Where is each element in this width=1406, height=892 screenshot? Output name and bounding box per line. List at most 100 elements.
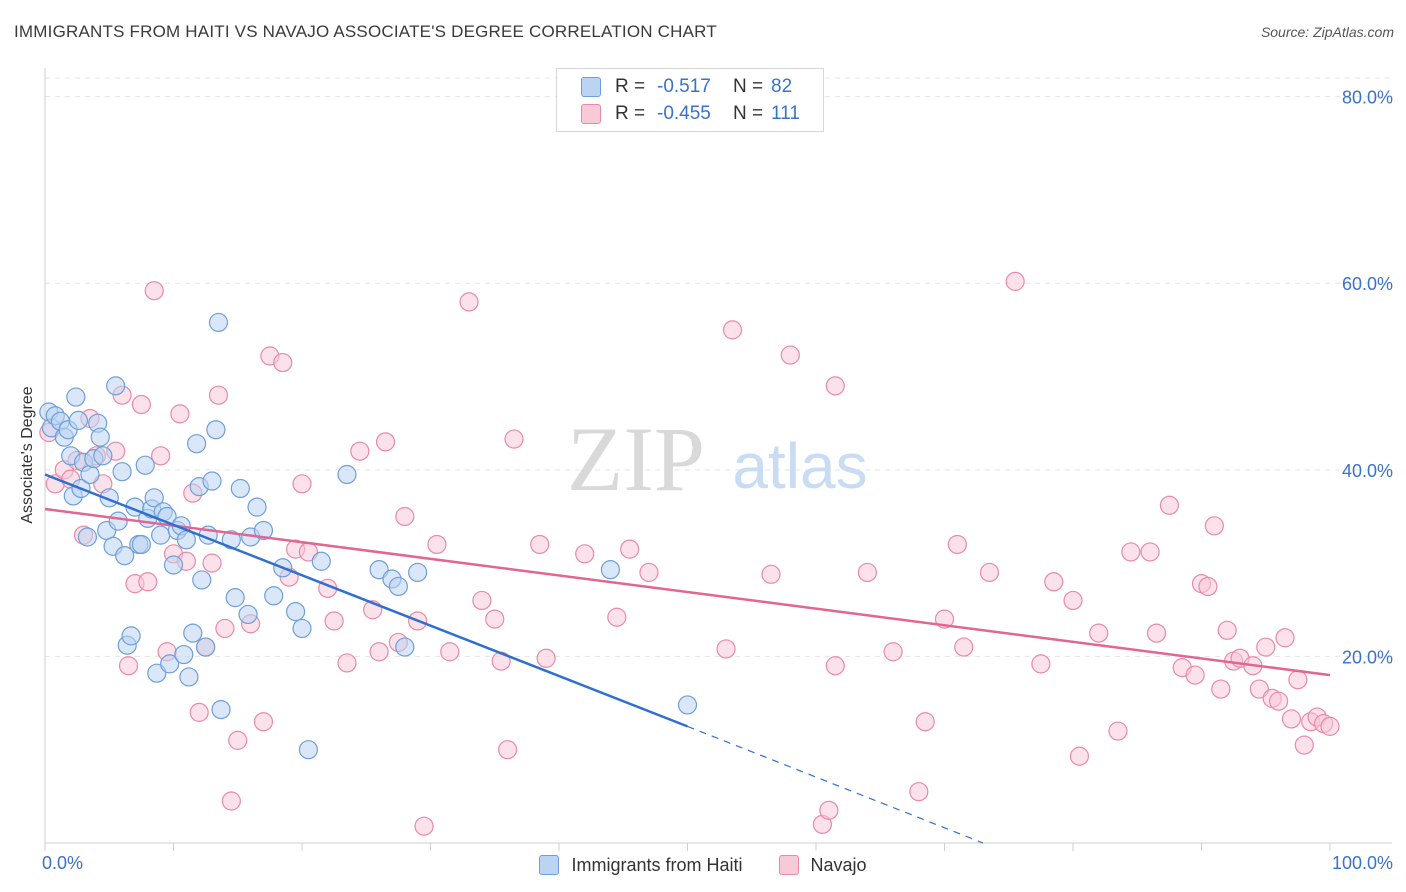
gridlines xyxy=(45,77,1392,657)
navajo-point xyxy=(202,553,222,573)
navajo-swatch xyxy=(581,104,601,124)
navajo-point xyxy=(221,791,241,811)
navajo-point xyxy=(144,281,164,301)
navajo-point xyxy=(215,618,235,639)
navajo-point xyxy=(530,534,550,555)
haiti-point xyxy=(80,464,100,485)
navajo-point xyxy=(427,534,447,555)
navajo-point xyxy=(819,800,839,820)
haiti-point xyxy=(208,312,229,333)
navajo-point xyxy=(485,609,505,629)
x-tick-label: 0.0% xyxy=(42,853,83,873)
navajo-point xyxy=(440,642,460,662)
haiti-point xyxy=(187,434,207,454)
navajo-point xyxy=(1140,542,1160,562)
haiti-point xyxy=(93,446,113,466)
navajo-point xyxy=(395,506,415,527)
y-tick-label: 80.0% xyxy=(1342,88,1393,108)
legend-item-haiti[interactable]: Immigrants from Haiti xyxy=(539,854,743,876)
navajo-legend-swatch xyxy=(778,855,799,875)
navajo-point xyxy=(620,539,640,559)
haiti-point xyxy=(192,570,212,590)
correlation-legend: R = -0.517 N = 82 R = -0.455 N = 111 xyxy=(556,68,824,132)
haiti-point xyxy=(131,534,151,555)
navajo-point xyxy=(375,432,396,452)
haiti-point xyxy=(160,654,180,674)
haiti-point xyxy=(106,376,126,396)
navajo-point xyxy=(138,572,158,592)
haiti-point xyxy=(408,562,428,583)
n-label: N = xyxy=(733,103,764,124)
haiti-point xyxy=(369,560,389,580)
navajo-point xyxy=(170,404,190,424)
haiti-swatch xyxy=(581,77,601,97)
navajo-point xyxy=(1249,679,1269,699)
haiti-points xyxy=(39,312,698,760)
haiti-point xyxy=(247,497,267,517)
navajo-point xyxy=(337,653,357,673)
haiti-point xyxy=(121,626,141,646)
navajo-point xyxy=(1146,623,1167,643)
navajo-point xyxy=(979,562,1000,583)
navajo-point xyxy=(947,534,967,555)
haiti-point xyxy=(311,551,331,571)
y-tick-label: 40.0% xyxy=(1342,461,1393,481)
navajo-point xyxy=(350,441,370,461)
trend-lines xyxy=(44,473,1331,844)
navajo-legend-label: Navajo xyxy=(810,854,867,875)
haiti-trend-extension xyxy=(687,725,984,844)
navajo-point xyxy=(131,394,151,415)
navajo-point xyxy=(825,376,845,396)
haiti-legend-label: Immigrants from Haiti xyxy=(571,854,743,875)
watermark: ZIP atlas xyxy=(567,408,868,510)
navajo-point xyxy=(1063,590,1083,611)
navajo-point xyxy=(118,656,139,676)
navajo-point xyxy=(607,607,627,627)
navajo-point xyxy=(414,816,434,836)
navajo-point xyxy=(575,544,595,564)
navajo-point xyxy=(151,446,171,466)
navajo-point xyxy=(1256,637,1276,657)
legend-item-navajo[interactable]: Navajo xyxy=(778,854,867,876)
tick-labels: 20.0% 40.0% 60.0% 80.0% 0.0% 100.0% xyxy=(42,88,1393,873)
source-label: Source: ZipAtlas.com xyxy=(1260,24,1394,40)
navajo-point xyxy=(1031,654,1051,674)
haiti-point xyxy=(77,527,98,547)
navajo-point xyxy=(1089,623,1109,643)
haiti-point xyxy=(90,427,110,447)
haiti-trend-line xyxy=(44,473,688,728)
navajo-point xyxy=(1198,576,1218,597)
watermark-atlas: atlas xyxy=(732,430,867,502)
navajo-point xyxy=(472,590,492,611)
navajo-point xyxy=(1108,721,1128,741)
haiti-point xyxy=(112,462,132,482)
r-value-navajo: -0.455 xyxy=(657,103,711,124)
haiti-point xyxy=(179,667,199,687)
navajo-point xyxy=(1159,495,1179,515)
haiti-point xyxy=(238,604,258,625)
navajo-trend-line xyxy=(44,507,1331,677)
navajo-points xyxy=(39,271,1340,836)
series-legend: Immigrants from Haiti Navajo xyxy=(0,852,1406,878)
haiti-point xyxy=(151,525,171,545)
navajo-point xyxy=(1185,665,1205,685)
n-label: N = xyxy=(733,76,764,97)
navajo-point xyxy=(1281,709,1302,729)
legend-row-haiti: R = -0.517 N = 82 xyxy=(581,74,792,100)
navajo-point xyxy=(536,648,556,668)
navajo-point xyxy=(273,352,293,373)
y-tick-label: 20.0% xyxy=(1342,647,1393,667)
n-value-haiti: 82 xyxy=(771,76,793,97)
navajo-point xyxy=(857,562,878,583)
x-tick-label: 100.0% xyxy=(1332,853,1393,873)
r-label: R = xyxy=(615,76,646,97)
haiti-point xyxy=(337,464,357,485)
navajo-point xyxy=(1268,691,1289,711)
haiti-point xyxy=(264,586,284,606)
haiti-point xyxy=(600,560,621,580)
haiti-point xyxy=(298,740,319,760)
haiti-point xyxy=(115,546,135,566)
haiti-point xyxy=(253,520,274,541)
navajo-point xyxy=(915,712,935,732)
